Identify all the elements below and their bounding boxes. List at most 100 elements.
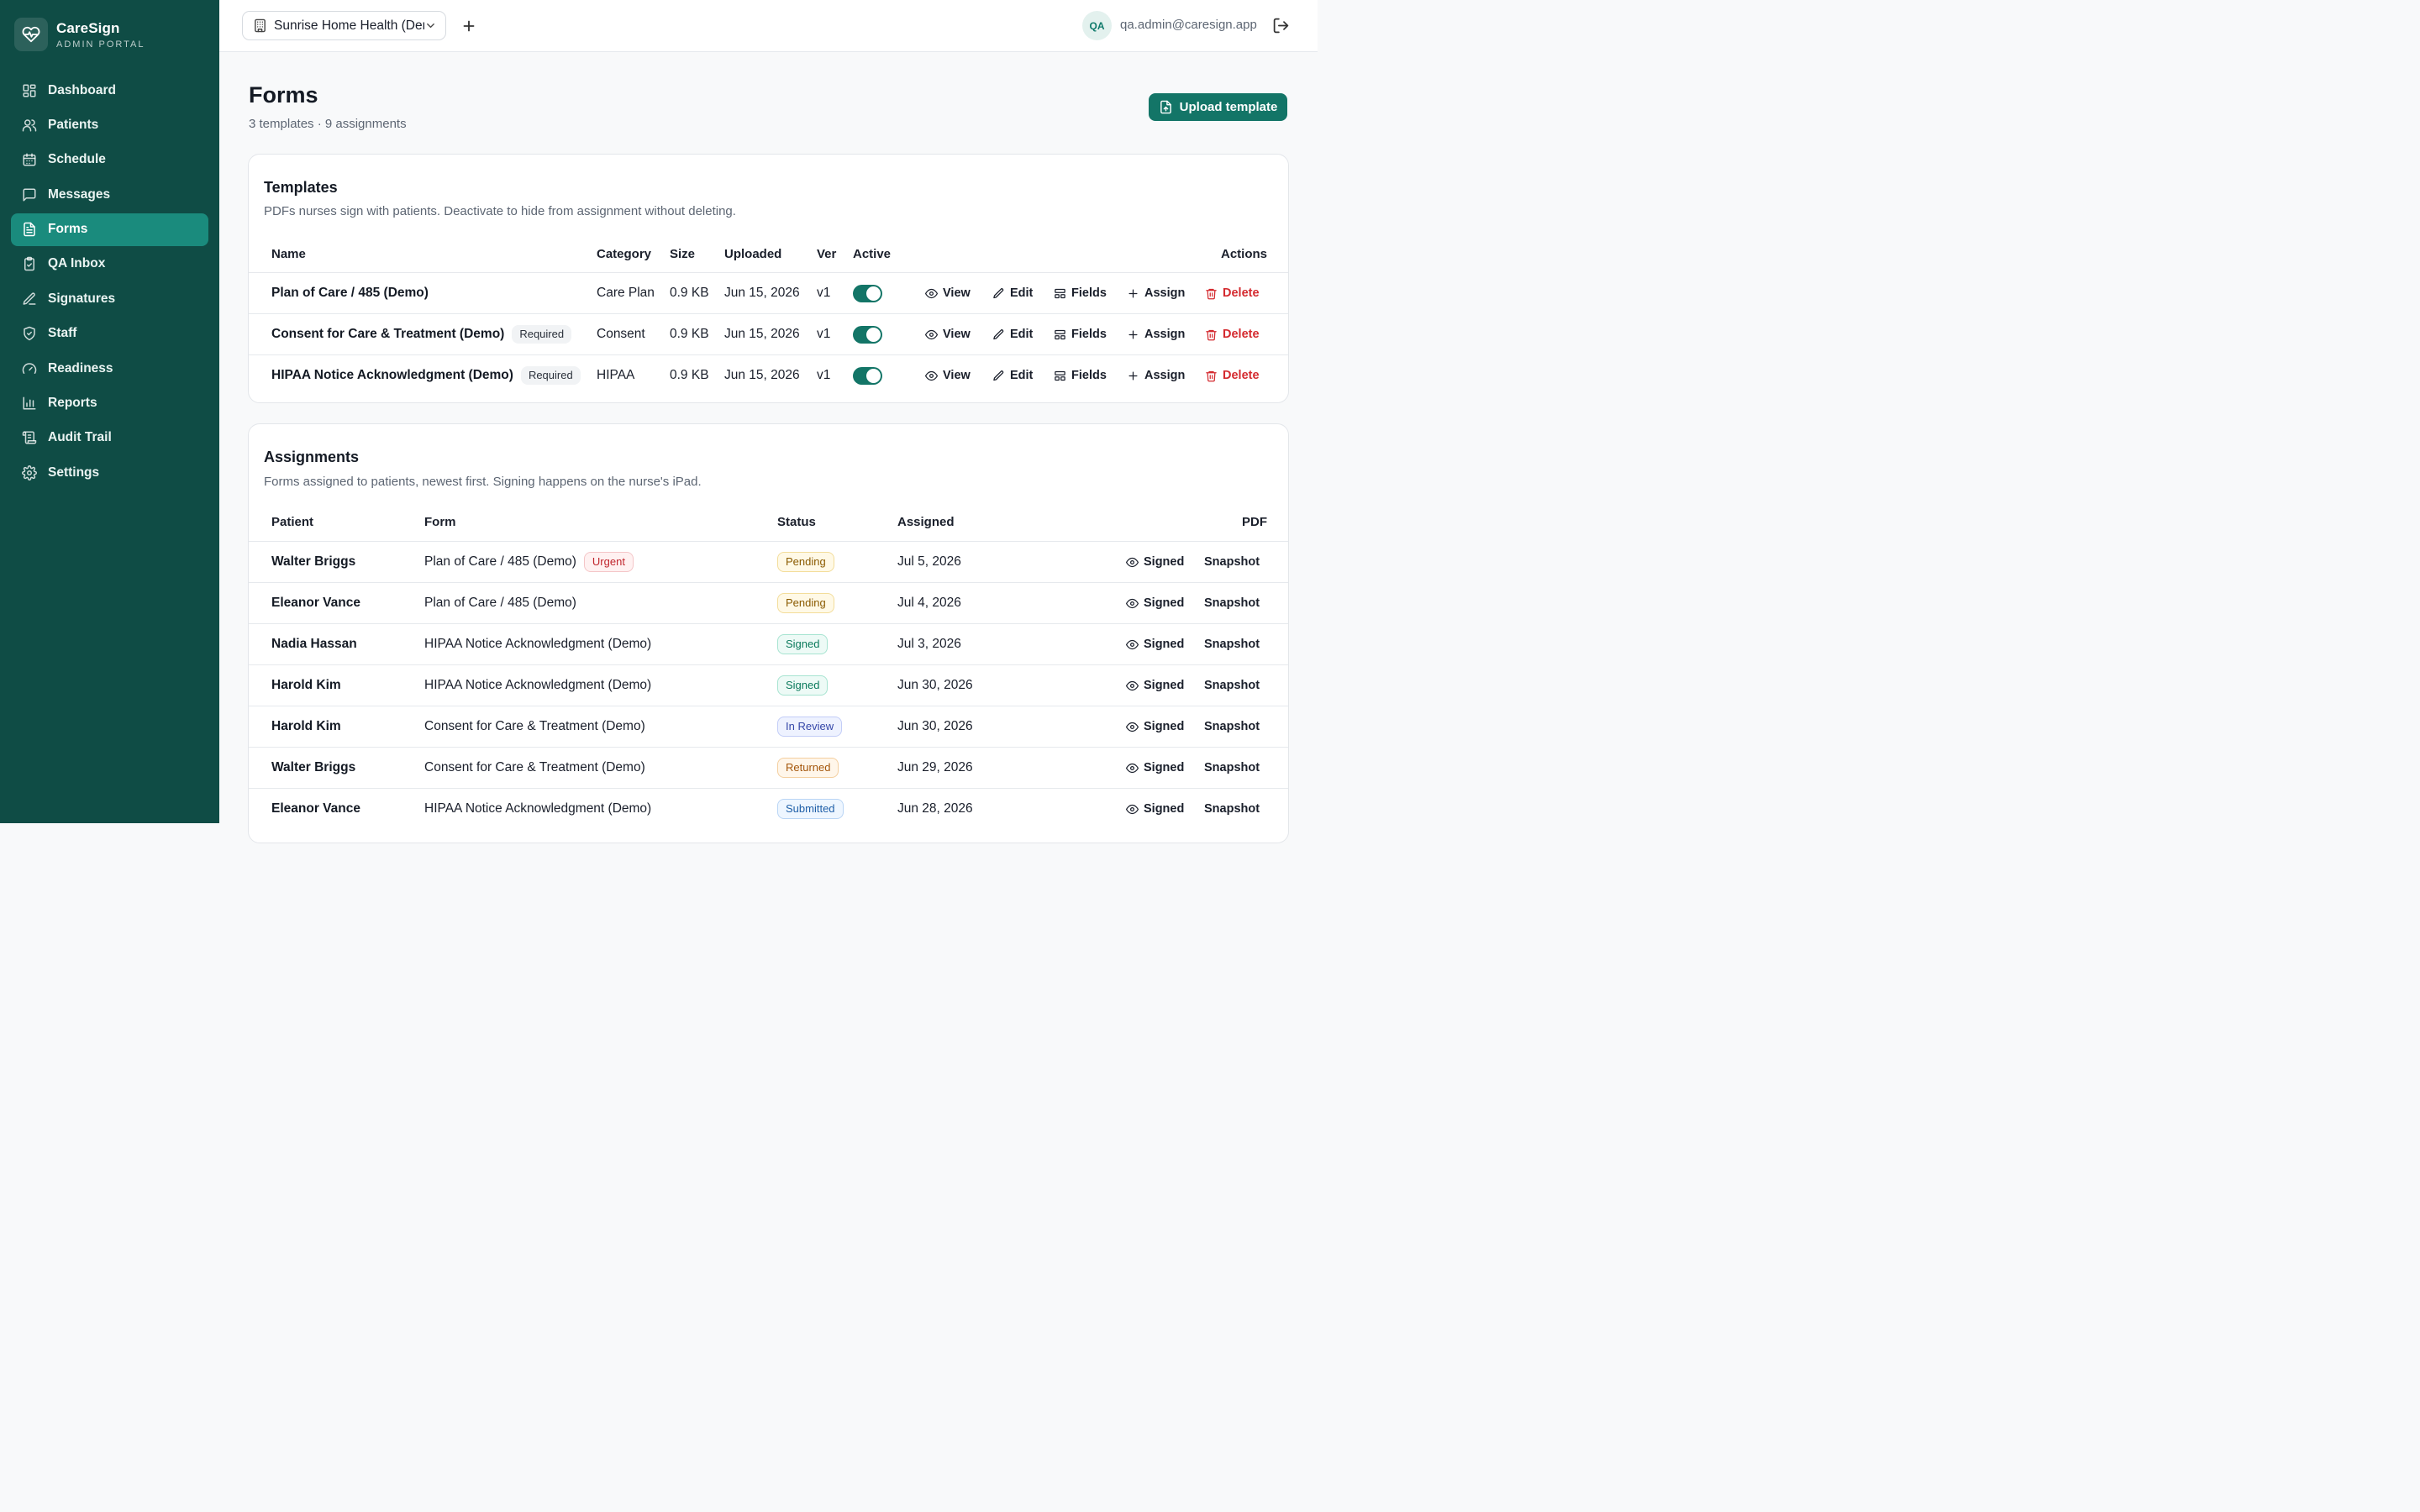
sidebar-item-signatures[interactable]: Signatures: [11, 282, 208, 315]
edit-button[interactable]: Edit: [992, 273, 1033, 313]
sidebar-item-reports[interactable]: Reports: [11, 387, 208, 420]
snapshot-button[interactable]: Snapshot: [1204, 624, 1260, 664]
delete-label: Delete: [1223, 286, 1260, 300]
status-badge: Returned: [777, 758, 839, 778]
view-button[interactable]: View: [925, 355, 971, 396]
snapshot-button[interactable]: Snapshot: [1204, 748, 1260, 788]
organization-select[interactable]: Sunrise Home Health (Demo): [242, 11, 446, 40]
view-label: View: [943, 369, 971, 382]
brand[interactable]: CareSign ADMIN PORTAL: [14, 18, 145, 51]
delete-button[interactable]: Delete: [1205, 273, 1260, 313]
template-size: 0.9 KB: [670, 286, 709, 300]
edit-button[interactable]: Edit: [992, 314, 1033, 354]
add-organization-button[interactable]: [460, 17, 478, 35]
templates-title: Templates: [264, 179, 338, 196]
signed-pdf-button[interactable]: Signed: [1126, 583, 1184, 623]
fields-button[interactable]: Fields: [1054, 273, 1107, 313]
signed-pdf-button[interactable]: Signed: [1126, 665, 1184, 706]
template-category: Consent: [597, 327, 645, 341]
snapshot-button[interactable]: Snapshot: [1204, 665, 1260, 706]
assign-button[interactable]: Assign: [1127, 273, 1185, 313]
patient-name[interactable]: Eleanor Vance: [271, 801, 360, 816]
signed-label: Signed: [1144, 555, 1185, 569]
fields-button[interactable]: Fields: [1054, 355, 1107, 396]
plus-icon: [1128, 289, 1138, 297]
assign-button[interactable]: Assign: [1127, 314, 1185, 354]
sidebar-item-messages[interactable]: Messages: [11, 178, 208, 211]
view-button[interactable]: View: [925, 314, 971, 354]
assign-button[interactable]: Assign: [1127, 355, 1185, 396]
logout-button[interactable]: [1272, 17, 1290, 34]
patient-name[interactable]: Walter Briggs: [271, 554, 356, 569]
view-label: View: [943, 328, 971, 341]
urgent-badge: Urgent: [583, 552, 634, 572]
sidebar-item-label: Signatures: [48, 291, 116, 306]
upload-template-button[interactable]: Upload template: [1149, 93, 1287, 121]
page-subtitle: 3 templates · 9 assignments: [249, 117, 407, 131]
calendar-icon: [23, 153, 36, 166]
fields-button[interactable]: Fields: [1054, 314, 1107, 354]
sidebar-item-label: Staff: [48, 326, 77, 341]
pen-icon: [23, 292, 36, 305]
active-toggle[interactable]: [853, 366, 882, 385]
signed-pdf-button[interactable]: Signed: [1126, 789, 1184, 829]
clipboard-check-icon: [24, 257, 34, 271]
patient-name[interactable]: Harold Kim: [271, 678, 341, 692]
snapshot-button[interactable]: Snapshot: [1204, 583, 1260, 623]
trash-icon: [1206, 370, 1217, 381]
file-upload-icon: [1160, 100, 1171, 114]
sidebar-item-label: Settings: [48, 465, 100, 480]
trash-icon: [1206, 288, 1217, 299]
table-row: Walter Briggs Plan of Care / 485 (Demo) Ur…: [249, 542, 1288, 583]
patient-name[interactable]: Nadia Hassan: [271, 637, 357, 651]
signed-pdf-button[interactable]: Signed: [1126, 542, 1184, 582]
snapshot-button[interactable]: Snapshot: [1204, 706, 1260, 747]
sidebar-item-forms[interactable]: Forms: [11, 213, 208, 246]
patient-name[interactable]: Harold Kim: [271, 719, 341, 733]
sidebar-item-qa-inbox[interactable]: QA Inbox: [11, 248, 208, 281]
users-icon: [22, 119, 37, 132]
signed-label: Signed: [1144, 802, 1185, 816]
table-row: Plan of Care / 485 (Demo) Care Plan 0.9 KB…: [249, 273, 1288, 314]
sidebar: CareSign ADMIN PORTAL Dashboard Patients S…: [0, 0, 219, 823]
signed-pdf-button[interactable]: Signed: [1126, 706, 1184, 747]
template-category: HIPAA: [597, 368, 635, 382]
sidebar-item-staff[interactable]: Staff: [11, 318, 208, 350]
active-toggle[interactable]: [853, 325, 882, 344]
sidebar-item-schedule[interactable]: Schedule: [11, 144, 208, 176]
eye-icon: [925, 288, 938, 298]
delete-button[interactable]: Delete: [1205, 314, 1260, 354]
delete-button[interactable]: Delete: [1205, 355, 1260, 396]
template-version: v1: [817, 327, 831, 341]
edit-button[interactable]: Edit: [992, 355, 1033, 396]
view-button[interactable]: View: [925, 273, 971, 313]
patient-name[interactable]: Walter Briggs: [271, 760, 356, 774]
signed-pdf-button[interactable]: Signed: [1126, 624, 1184, 664]
fields-label: Fields: [1071, 369, 1107, 382]
avatar[interactable]: QA: [1082, 11, 1112, 40]
snapshot-button[interactable]: Snapshot: [1204, 789, 1260, 829]
sidebar-item-patients[interactable]: Patients: [11, 108, 208, 141]
sidebar-item-dashboard[interactable]: Dashboard: [11, 74, 208, 107]
sidebar-item-settings[interactable]: Settings: [11, 456, 208, 489]
sidebar-item-readiness[interactable]: Readiness: [11, 352, 208, 385]
organization-name: Sunrise Home Health (Demo): [274, 18, 424, 33]
form-cell: Consent for Care & Treatment (Demo): [424, 706, 645, 747]
column-form: Form: [424, 515, 456, 529]
sidebar-item-audit-trail[interactable]: Audit Trail: [11, 422, 208, 454]
signed-pdf-button[interactable]: Signed: [1126, 748, 1184, 788]
snapshot-button[interactable]: Snapshot: [1204, 542, 1260, 582]
patient-name[interactable]: Eleanor Vance: [271, 596, 360, 610]
signed-label: Signed: [1144, 720, 1185, 733]
form-name: Consent for Care & Treatment (Demo): [424, 719, 645, 733]
assign-label: Assign: [1144, 328, 1186, 341]
building-icon: [255, 18, 266, 33]
active-toggle[interactable]: [853, 284, 882, 302]
pencil-icon: [993, 287, 1004, 298]
column-patient: Patient: [271, 515, 314, 529]
assign-label: Assign: [1144, 369, 1186, 382]
eye-icon: [1126, 763, 1139, 773]
fields-label: Fields: [1071, 328, 1107, 341]
sidebar-item-label: Audit Trail: [48, 430, 112, 445]
form-cell: Plan of Care / 485 (Demo) Urgent: [424, 542, 634, 582]
